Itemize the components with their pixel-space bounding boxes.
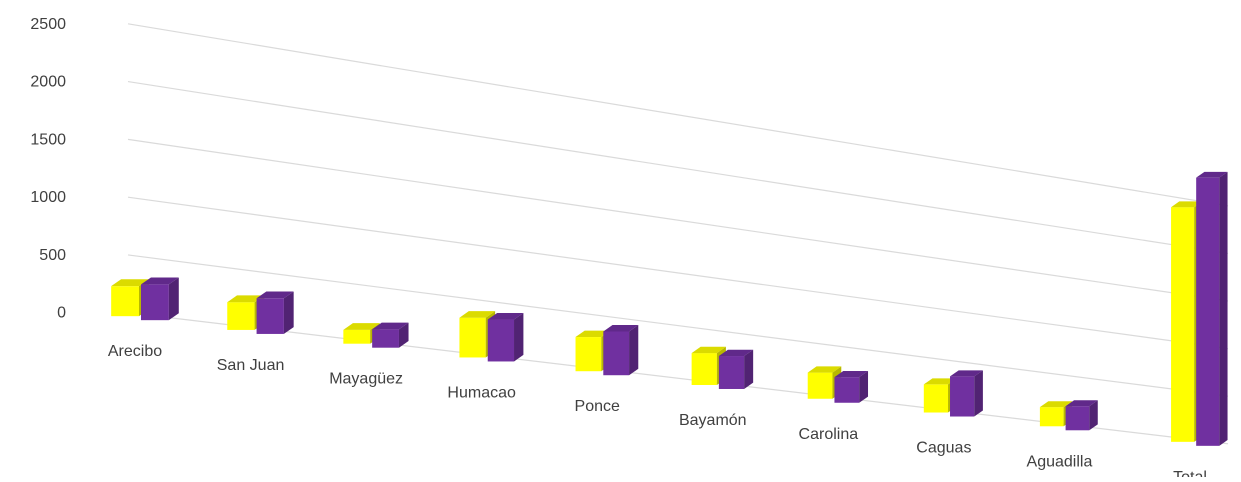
- bar: [141, 277, 179, 321]
- bar: [256, 291, 294, 334]
- x-axis-ticks: Arecibo San Juan Mayagüez Humacao Ponce Bayam…: [108, 343, 1207, 482]
- y-tick-label: 2500: [30, 16, 66, 33]
- y-tick-label: 1500: [30, 131, 66, 148]
- x-tick-label: San Juan: [217, 357, 285, 374]
- y-tick-label: 1000: [30, 189, 66, 206]
- x-tick-label: Aguadilla: [1027, 453, 1093, 470]
- bar: [1196, 171, 1228, 446]
- bar: [372, 322, 409, 348]
- bar: [1065, 400, 1098, 431]
- bars: [111, 171, 1228, 446]
- y-tick-label: 500: [39, 247, 66, 264]
- bar: [603, 325, 639, 376]
- x-tick-label: Caguas: [916, 440, 971, 457]
- x-tick-label: Bayamón: [679, 412, 747, 429]
- bar: [487, 312, 524, 362]
- x-tick-label: Carolina: [799, 426, 859, 443]
- y-tick-label: 2000: [30, 74, 66, 91]
- x-tick-label: Mayagüez: [329, 371, 403, 388]
- gridline: [127, 138, 1229, 302]
- gridline: [127, 254, 1229, 397]
- gridlines: [127, 23, 1229, 445]
- gridline: [127, 81, 1229, 255]
- gridline: [127, 196, 1229, 350]
- x-tick-label: Arecibo: [108, 343, 162, 360]
- bar: [718, 349, 754, 389]
- bar: [950, 370, 983, 417]
- y-axis-ticks: 0 500 1000 1500 2000 2500: [30, 16, 66, 322]
- x-tick-label: Humacao: [447, 384, 516, 401]
- gridline: [127, 23, 1229, 207]
- bar: [834, 370, 869, 403]
- x-tick-label: Total: [1173, 469, 1207, 477]
- y-tick-label: 0: [57, 305, 66, 322]
- x-tick-label: Ponce: [575, 398, 620, 415]
